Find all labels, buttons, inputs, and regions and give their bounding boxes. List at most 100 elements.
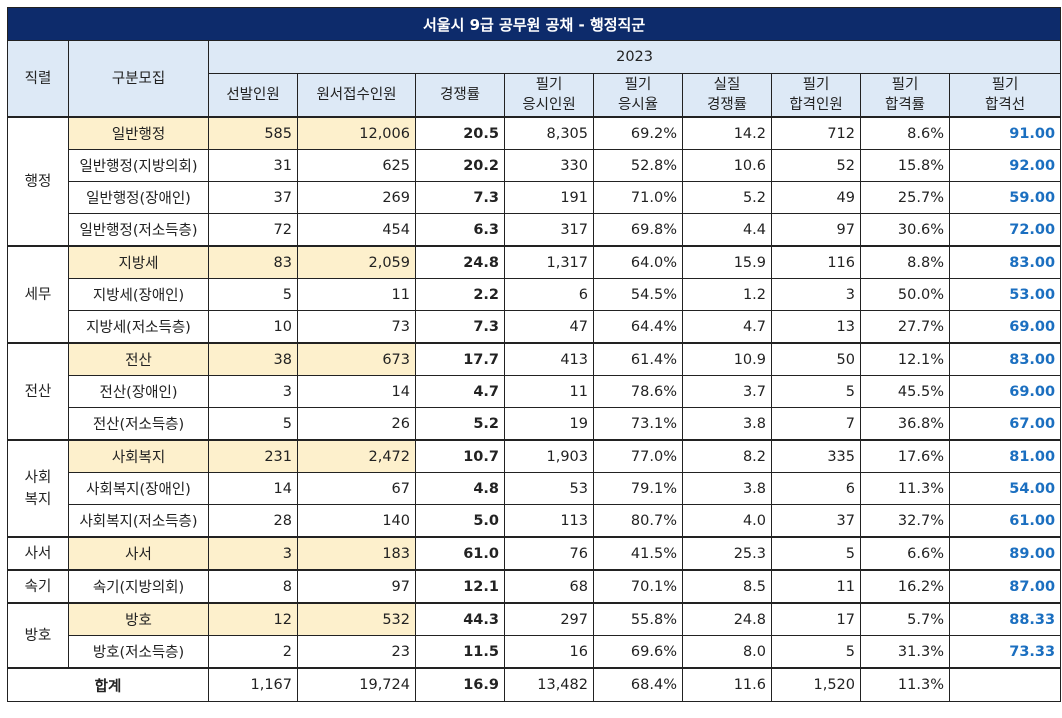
value-cell: 7.3 <box>415 181 505 214</box>
value-cell: 585 <box>208 116 298 150</box>
value-cell: 5.7% <box>860 602 950 636</box>
value-cell: 3.8 <box>682 407 772 441</box>
category-cell: 방호 <box>7 602 69 669</box>
value-cell: 97 <box>297 569 416 604</box>
category-cell: 속기 <box>7 569 69 604</box>
value-cell: 25.7% <box>860 181 950 214</box>
value-cell: 54.00 <box>948 472 1062 505</box>
value-cell: 68 <box>504 569 594 604</box>
value-cell: 83.00 <box>948 342 1062 376</box>
value-cell: 3 <box>771 278 861 311</box>
value-cell: 3 <box>208 375 298 408</box>
value-cell: 88.33 <box>948 602 1062 636</box>
value-cell: 2 <box>208 635 298 669</box>
value-cell: 1,317 <box>504 245 594 279</box>
subcategory-cell: 지방세(장애인) <box>68 278 209 311</box>
value-cell: 73 <box>297 310 416 344</box>
value-cell: 16.2% <box>860 569 950 604</box>
value-cell: 27.7% <box>860 310 950 344</box>
subcategory-cell: 일반행정(장애인) <box>68 181 209 214</box>
value-cell: 317 <box>504 213 594 247</box>
value-cell: 72 <box>208 213 298 247</box>
subcategory-cell: 지방세(저소득층) <box>68 310 209 344</box>
header-category: 직렬 <box>7 40 69 118</box>
value-cell: 26 <box>297 407 416 441</box>
value-cell: 2,059 <box>297 245 416 279</box>
table-row: 행정 일반행정 585 12,006 20.5 8,305 69.2% 14.2 712 8.6%… <box>7 116 1062 247</box>
recruitment-table: 서울시 9급 공무원 공채 - 행정직군 직렬 구분모집 2023 선발인원 원서… <box>6 7 1062 702</box>
value-cell: 5 <box>771 536 861 571</box>
value-cell: 5 <box>208 278 298 311</box>
value-cell: 712 <box>771 116 861 150</box>
value-cell: 8.2 <box>682 439 772 473</box>
subcategory-cell: 방호 <box>68 602 209 636</box>
value-cell: 5 <box>771 375 861 408</box>
value-cell: 55.8% <box>593 602 683 636</box>
value-cell: 11 <box>771 569 861 604</box>
table-row: 일반행정(장애인) 37 269 7.3 191 71.0% 5.2 49 25.7% 59.00 <box>8 181 1062 214</box>
value-cell: 49 <box>771 181 861 214</box>
value-cell: 83.00 <box>948 245 1062 279</box>
value-cell: 30.6% <box>860 213 950 247</box>
value-cell: 67 <box>297 472 416 505</box>
value-cell: 17.7 <box>415 342 505 376</box>
value-cell: 8.5 <box>682 569 772 604</box>
value-cell: 41.5% <box>593 536 683 571</box>
value-cell: 8 <box>208 569 298 604</box>
column-header: 필기 합격인원 <box>771 73 861 118</box>
value-cell: 45.5% <box>860 375 950 408</box>
value-cell: 7 <box>771 407 861 441</box>
subcategory-cell: 일반행정(지방의회) <box>68 149 209 182</box>
value-cell: 61.00 <box>948 504 1062 538</box>
value-cell: 4.8 <box>415 472 505 505</box>
table-row: 세무 지방세 83 2,059 24.8 1,317 64.0% 15.9 116 8.8% 83.… <box>7 245 1062 344</box>
table-row: 일반행정(지방의회) 31 625 20.2 330 52.8% 10.6 52 15.8% 92… <box>8 149 1062 182</box>
value-cell: 12 <box>208 602 298 636</box>
total-value-cell: 11.6 <box>682 667 772 702</box>
total-label: 합계 <box>7 667 209 702</box>
value-cell: 11.5 <box>415 635 505 669</box>
value-cell: 413 <box>504 342 594 376</box>
value-cell: 38 <box>208 342 298 376</box>
value-cell: 28 <box>208 504 298 538</box>
table-row: 사회복지(저소득층) 28 140 5.0 113 80.7% 4.0 37 32.7% 61.0… <box>8 504 1062 538</box>
header-year: 2023 <box>207 40 1062 74</box>
subcategory-cell: 사회복지(저소득층) <box>68 504 209 538</box>
value-cell: 4.7 <box>415 375 505 408</box>
total-value-cell: 1,167 <box>208 667 298 702</box>
value-cell: 12,006 <box>297 116 416 150</box>
value-cell: 15.9 <box>682 245 772 279</box>
value-cell: 20.2 <box>415 149 505 182</box>
value-cell: 10.6 <box>682 149 772 182</box>
value-cell: 72.00 <box>948 213 1062 247</box>
value-cell: 67.00 <box>948 407 1062 441</box>
value-cell: 25.3 <box>682 536 772 571</box>
value-cell: 6 <box>504 278 594 311</box>
value-cell: 78.6% <box>593 375 683 408</box>
value-cell: 116 <box>771 245 861 279</box>
value-cell: 61.4% <box>593 342 683 376</box>
value-cell: 50.0% <box>860 278 950 311</box>
value-cell: 52 <box>771 149 861 182</box>
value-cell: 297 <box>504 602 594 636</box>
value-cell: 8,305 <box>504 116 594 150</box>
value-cell: 59.00 <box>948 181 1062 214</box>
value-cell: 673 <box>297 342 416 376</box>
value-cell: 14.2 <box>682 116 772 150</box>
subcategory-cell: 사회복지 <box>68 439 209 473</box>
value-cell: 80.7% <box>593 504 683 538</box>
subcategory-cell: 전산 <box>68 342 209 376</box>
value-cell: 37 <box>771 504 861 538</box>
value-cell: 183 <box>297 536 416 571</box>
value-cell: 15.8% <box>860 149 950 182</box>
value-cell: 54.5% <box>593 278 683 311</box>
value-cell: 6.3 <box>415 213 505 247</box>
total-value-cell: 68.4% <box>593 667 683 702</box>
column-header: 경쟁률 <box>415 73 505 118</box>
category-cell: 행정 <box>7 116 69 247</box>
value-cell: 19 <box>504 407 594 441</box>
value-cell: 17.6% <box>860 439 950 473</box>
subcategory-cell: 전산(저소득층) <box>68 407 209 441</box>
value-cell: 81.00 <box>948 439 1062 473</box>
value-cell: 76 <box>504 536 594 571</box>
